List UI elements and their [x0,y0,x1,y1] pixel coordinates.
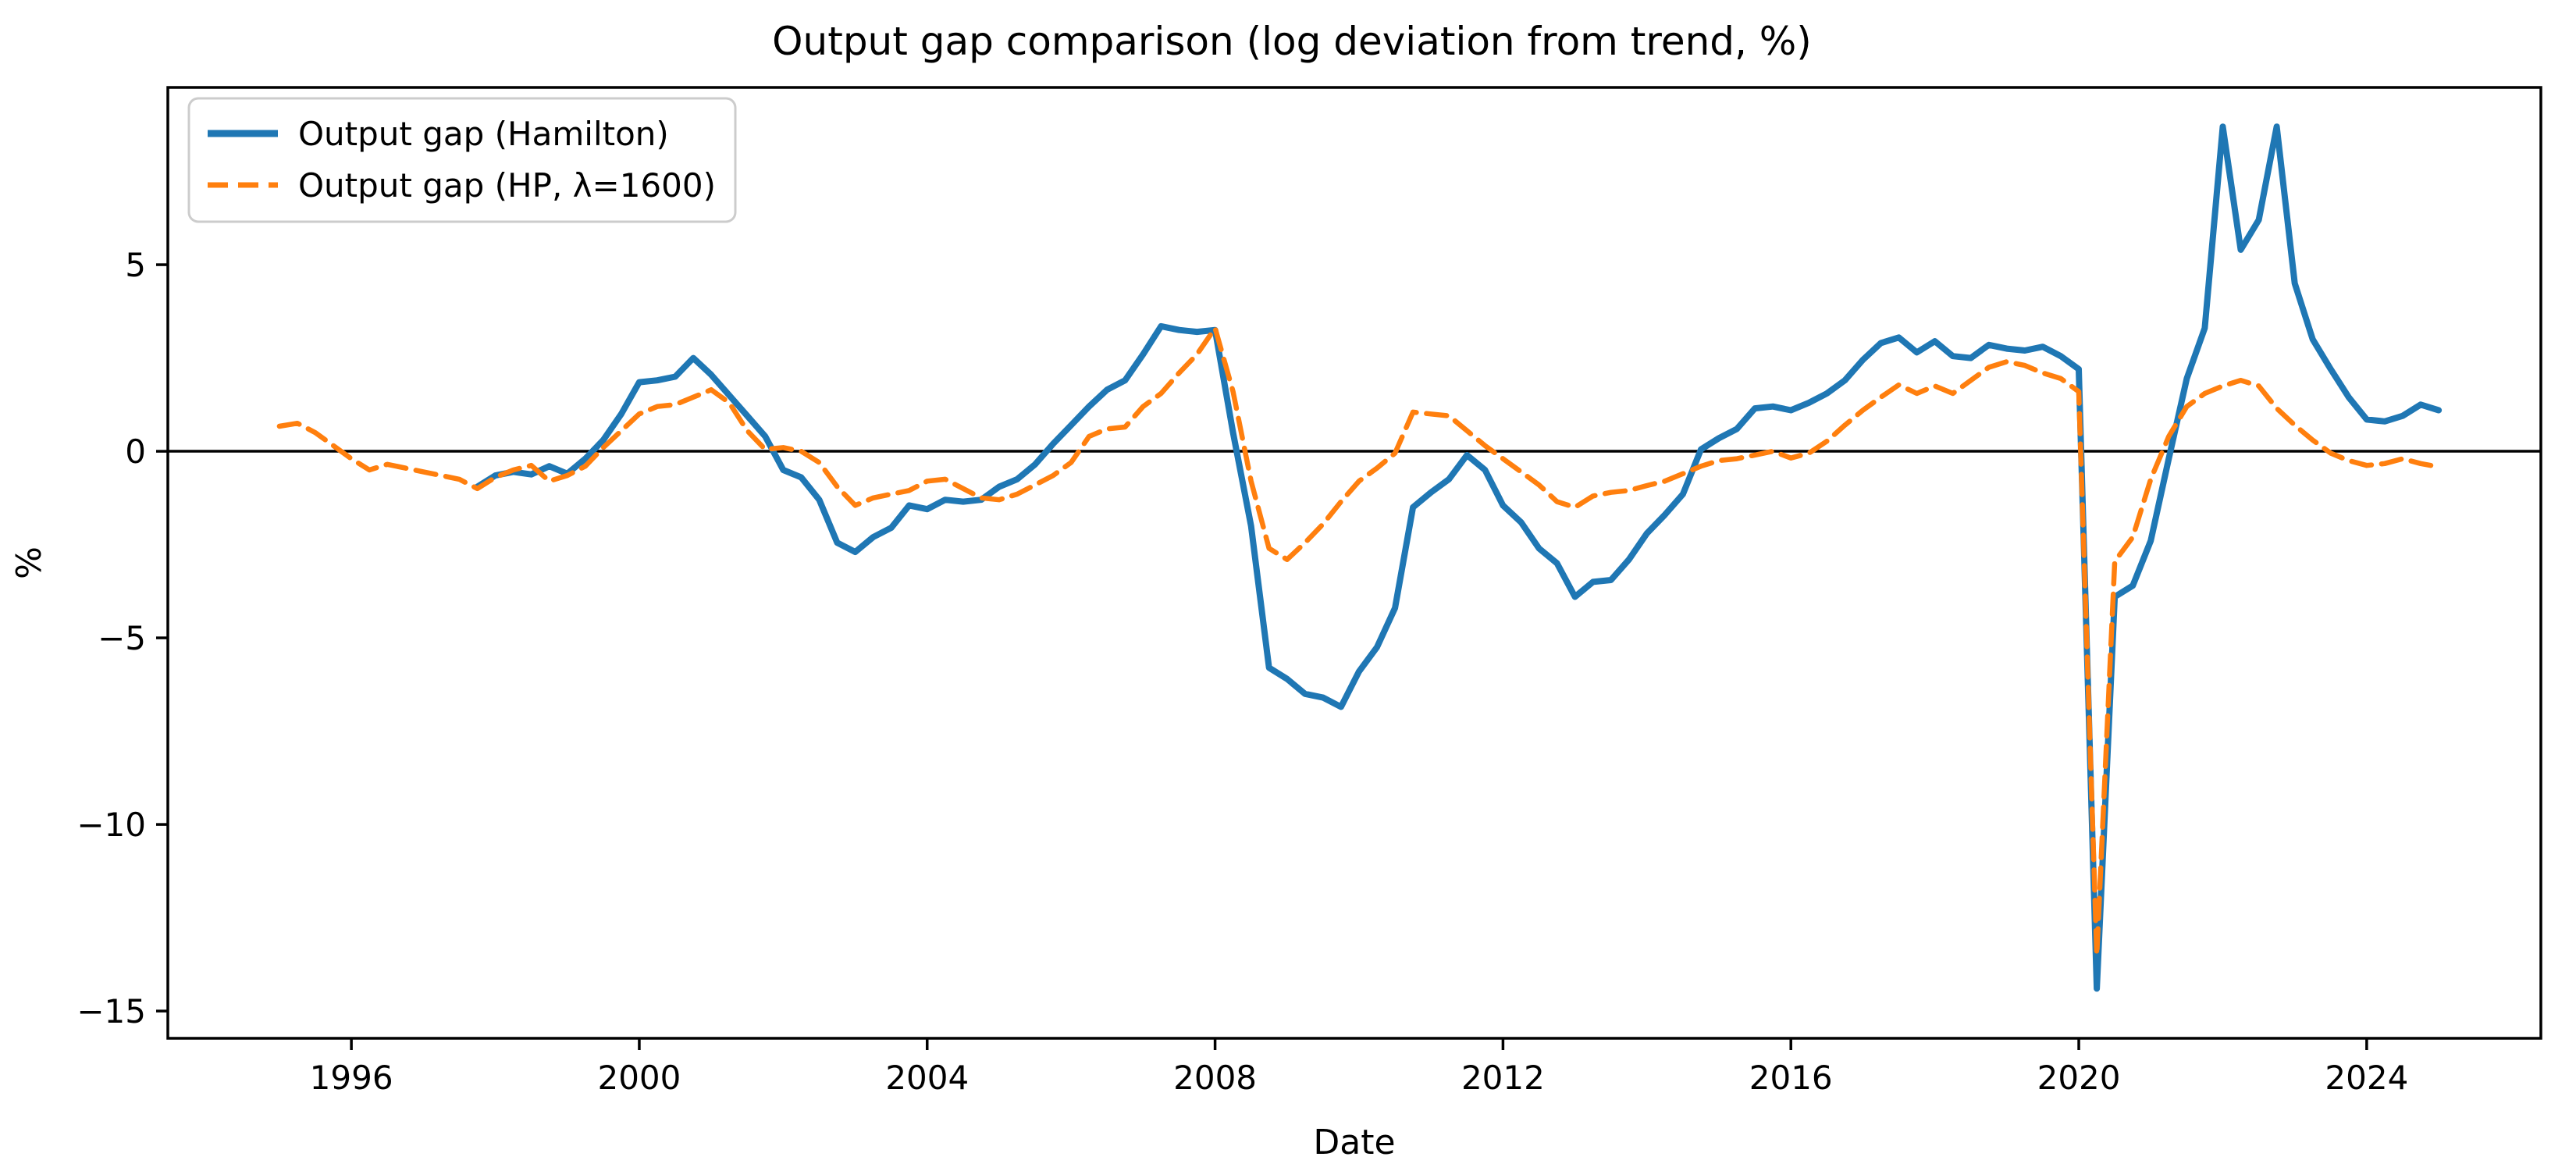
x-axis-label: Date [1313,1123,1395,1162]
x-axis-ticks: 1996 2000 2004 2008 2012 2016 2020 2024 [310,1038,2408,1097]
y-axis-ticks: 5 0 −5 −10 −15 [76,246,168,1030]
hamilton-series-line [474,123,2443,992]
x-tick-label: 2016 [1749,1059,1833,1097]
x-tick-label: 2012 [1461,1059,1545,1097]
series-layer [276,123,2443,992]
y-tick-label: −15 [76,992,146,1030]
x-tick-label: 1996 [310,1059,393,1097]
y-tick-label: −5 [98,619,146,657]
x-tick-label: 2008 [1173,1059,1257,1097]
x-tick-label: 2000 [597,1059,681,1097]
hp-series-line [276,326,2442,958]
legend-hamilton-label: Output gap (Hamilton) [298,115,669,153]
y-tick-label: 0 [125,432,146,471]
x-tick-label: 2020 [2037,1059,2121,1097]
legend-box [187,97,737,223]
legend-hp-label: Output gap (HP, λ=1600) [298,166,716,205]
y-axis-label: % [9,546,49,579]
y-tick-label: 5 [125,246,146,284]
plot-border [166,86,2542,1040]
chart-title: Output gap comparison (log deviation fro… [772,19,1812,64]
x-tick-label: 2024 [2325,1059,2408,1097]
legend: Output gap (Hamilton) Output gap (HP, λ=… [187,97,737,223]
x-tick-label: 2004 [885,1059,969,1097]
y-tick-label: −10 [76,806,146,844]
